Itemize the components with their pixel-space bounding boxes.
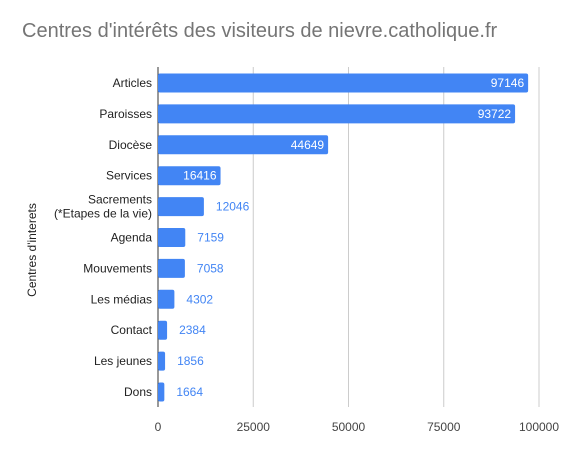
x-tick-label: 75000 [427, 420, 461, 434]
data-label: 4302 [186, 292, 213, 306]
data-label: 93722 [478, 107, 512, 121]
data-label: 12046 [216, 200, 250, 214]
category-label: Sacrements [88, 193, 152, 207]
bar [158, 73, 529, 93]
data-label: 1856 [177, 354, 204, 368]
data-label: 44649 [291, 138, 325, 152]
x-tick-labels: 0 25000 50000 75000 100000 [155, 420, 560, 434]
bar [158, 104, 516, 124]
bar [158, 258, 185, 278]
bar [158, 382, 165, 402]
category-label: Contact [111, 323, 153, 337]
category-label: Articles [113, 76, 152, 90]
x-tick-label: 50000 [332, 420, 366, 434]
x-tick-label: 100000 [519, 420, 559, 434]
bar [158, 166, 221, 186]
bar [158, 228, 186, 247]
category-label: (*Etapes de la vie) [54, 207, 152, 221]
bar [158, 320, 168, 340]
bar [158, 289, 175, 309]
category-labels: Articles Paroisses Diocèse Services Sacremen… [54, 76, 153, 399]
data-label: 1664 [176, 385, 203, 399]
category-label: Dons [124, 385, 152, 399]
bar [158, 351, 166, 371]
category-label: Mouvements [83, 261, 152, 275]
y-axis-title: Centres d'interets [25, 203, 39, 297]
category-label: Services [106, 169, 152, 183]
data-label: 2384 [179, 323, 206, 337]
category-label: Les médias [91, 292, 152, 306]
bar [158, 135, 329, 155]
category-label: Agenda [111, 231, 153, 245]
data-label: 16416 [183, 169, 217, 183]
bar [158, 197, 204, 217]
x-tick-label: 25000 [237, 420, 271, 434]
chart-title: Centres d'intérêts des visiteurs de niev… [22, 20, 498, 42]
bars: 97146 93722 44649 16416 12046 7159 7058 4302 238… [158, 73, 529, 402]
data-label: 7058 [197, 261, 224, 275]
category-label: Diocèse [109, 138, 153, 152]
data-label: 7159 [197, 231, 224, 245]
x-tick-label: 0 [155, 420, 162, 434]
data-label: 97146 [491, 76, 525, 90]
category-label: Paroisses [99, 107, 152, 121]
category-label: Les jeunes [94, 354, 152, 368]
